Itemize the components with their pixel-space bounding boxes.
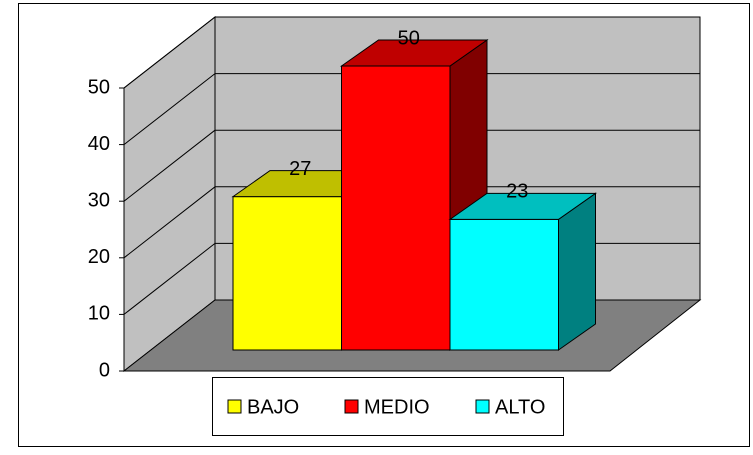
legend-swatch xyxy=(227,399,242,414)
value-label: 50 xyxy=(398,27,420,49)
y-tick-label: 20 xyxy=(88,246,110,268)
bar xyxy=(341,65,451,351)
legend-box xyxy=(212,377,564,436)
bar-top xyxy=(339,39,489,67)
y-tick-label: 50 xyxy=(88,76,110,98)
bar-side xyxy=(558,192,596,351)
y-tick-label: 40 xyxy=(88,133,110,155)
grid-line xyxy=(123,186,216,259)
value-label: 23 xyxy=(506,181,528,203)
y-tick-label: 0 xyxy=(99,359,110,381)
bar xyxy=(232,196,342,351)
legend-swatch xyxy=(475,399,490,414)
bar-top xyxy=(448,192,598,220)
legend-label: ALTO xyxy=(495,396,545,418)
grid-line xyxy=(123,73,216,145)
grid-line xyxy=(123,129,216,202)
grid-line xyxy=(123,16,216,89)
legend-label: MEDIO xyxy=(364,396,430,418)
bar xyxy=(449,218,559,351)
y-tick-label: 10 xyxy=(88,303,110,325)
grid-line xyxy=(123,243,216,315)
legend-label: BAJO xyxy=(247,396,299,418)
legend-swatch xyxy=(344,399,359,414)
y-tick-label: 30 xyxy=(88,189,110,211)
value-label: 27 xyxy=(289,158,311,180)
